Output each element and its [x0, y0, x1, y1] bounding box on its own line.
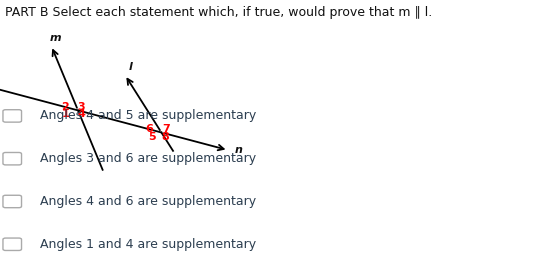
FancyBboxPatch shape	[3, 238, 22, 251]
Text: 4: 4	[77, 109, 85, 119]
FancyBboxPatch shape	[3, 195, 22, 208]
Text: 6: 6	[146, 124, 153, 134]
Text: PART B Select each statement which, if true, would prove that m ∥ l.: PART B Select each statement which, if t…	[5, 6, 433, 18]
Text: Angles 3 and 6 are supplementary: Angles 3 and 6 are supplementary	[40, 152, 257, 165]
Text: l: l	[128, 62, 132, 72]
Text: n: n	[235, 145, 243, 155]
Text: 1: 1	[61, 109, 69, 119]
Text: 7: 7	[162, 124, 169, 134]
Text: Angles 4 and 5 are supplementary: Angles 4 and 5 are supplementary	[40, 109, 257, 123]
Text: 8: 8	[162, 132, 169, 142]
Text: 5: 5	[148, 132, 155, 142]
Text: 2: 2	[61, 102, 69, 112]
FancyBboxPatch shape	[3, 110, 22, 122]
Text: m: m	[49, 33, 61, 43]
Text: Angles 1 and 4 are supplementary: Angles 1 and 4 are supplementary	[40, 238, 257, 251]
Text: Angles 4 and 6 are supplementary: Angles 4 and 6 are supplementary	[40, 195, 257, 208]
Text: 3: 3	[77, 102, 85, 112]
FancyBboxPatch shape	[3, 153, 22, 165]
